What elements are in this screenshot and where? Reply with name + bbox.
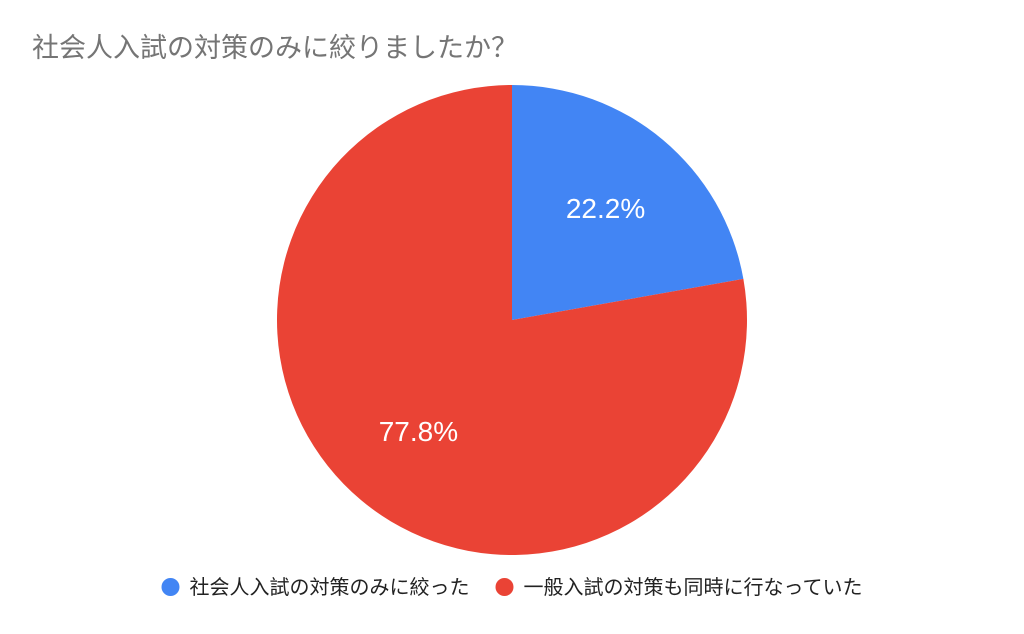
pie-slices	[277, 85, 747, 555]
pie-slice-2	[277, 85, 747, 555]
legend-label-1: 社会人入試の対策のみに絞った	[190, 575, 470, 599]
legend-item-1: 社会人入試の対策のみに絞った	[161, 575, 470, 599]
legend-item-2: 一般入試の対策も同時に行なっていた	[495, 575, 863, 599]
slice-value-label-2: 77.8%	[379, 416, 458, 447]
legend: 社会人入試の対策のみに絞った 一般入試の対策も同時に行なっていた	[161, 575, 863, 599]
slice-value-label-1: 22.2%	[566, 193, 645, 224]
legend-marker-1	[161, 578, 180, 596]
legend-marker-2	[495, 578, 514, 596]
pie-slice-1	[512, 85, 744, 320]
chart-title: 社会人入試の対策のみに絞りましたか？	[32, 33, 518, 64]
legend-label-2: 一般入試の対策も同時に行なっていた	[524, 575, 863, 599]
slice-labels: 22.2% 77.8%	[379, 193, 646, 447]
